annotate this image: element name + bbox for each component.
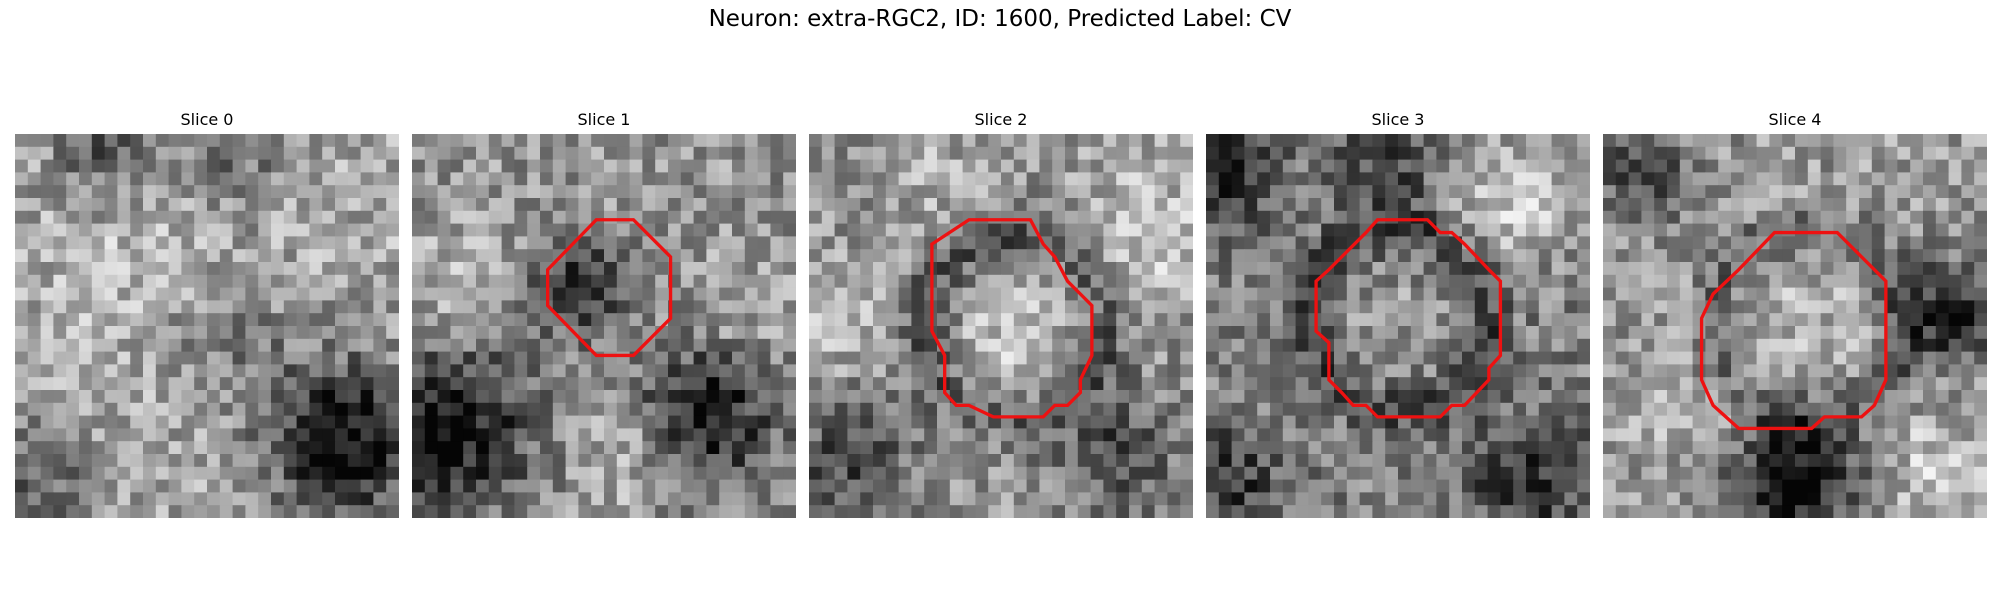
slice-image (15, 134, 399, 518)
slice-image (809, 134, 1193, 518)
slice-title: Slice 1 (577, 110, 631, 129)
slice-title: Slice 4 (1768, 110, 1822, 129)
figure-title: Neuron: extra-RGC2, ID: 1600, Predicted … (708, 6, 1292, 32)
slice-image (1206, 134, 1590, 518)
slice-title: Slice 3 (1371, 110, 1425, 129)
slice-image (1603, 134, 1987, 518)
roi-outline (546, 218, 673, 358)
slice-title: Slice 2 (974, 110, 1028, 129)
slice-image (412, 134, 796, 518)
slice-title: Slice 0 (180, 110, 234, 129)
roi-outline (1314, 218, 1503, 419)
roi-outline (930, 218, 1094, 419)
roi-outline (1699, 230, 1888, 431)
